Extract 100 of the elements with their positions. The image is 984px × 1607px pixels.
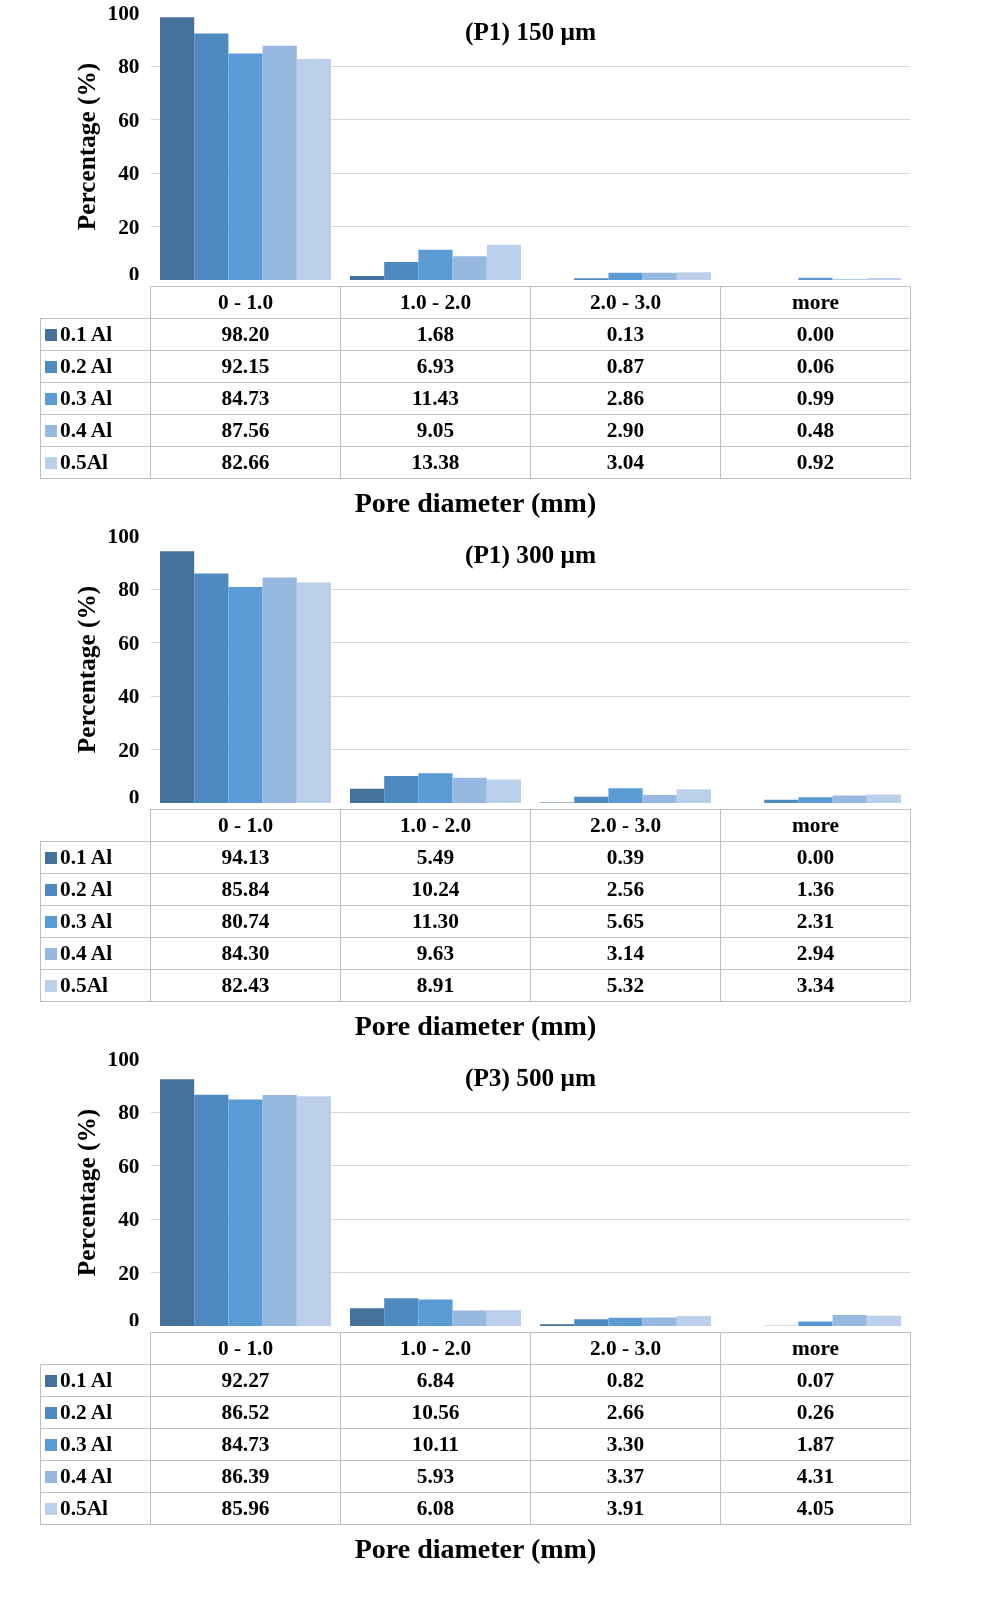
bar: [350, 276, 385, 280]
data-label: 5.65: [530, 905, 721, 938]
y-tick-label: 60: [118, 1153, 140, 1178]
data-label: 84.73: [150, 382, 341, 415]
data-label: 87.56: [150, 414, 341, 447]
legend-label: 0.2 Al: [40, 873, 151, 906]
bar: [194, 573, 229, 803]
y-tick-label: 100: [107, 0, 140, 25]
data-label: 86.52: [150, 1396, 341, 1429]
data-label: 4.31: [720, 1460, 911, 1493]
data-label: 5.32: [530, 969, 721, 1002]
y-axis-title: Percentage (%): [71, 62, 101, 231]
x-tick-label: 2.0 - 3.0: [530, 286, 721, 319]
data-label: 3.30: [530, 1428, 721, 1461]
bar: [418, 249, 453, 280]
bar: [486, 244, 521, 280]
bar: [866, 1315, 901, 1326]
data-label: 0.26: [720, 1396, 911, 1429]
bar: [160, 17, 195, 280]
bar: [350, 1308, 385, 1326]
legend-label: 0.3 Al: [40, 905, 151, 938]
bar: [486, 779, 521, 803]
data-label: 2.94: [720, 937, 911, 970]
bar: [832, 795, 867, 803]
legend-label: 0.1 Al: [40, 1364, 151, 1397]
data-label: 82.66: [150, 446, 341, 479]
data-label: 6.93: [340, 350, 531, 383]
data-label: 92.15: [150, 350, 341, 383]
x-tick-label: 0 - 1.0: [150, 286, 341, 319]
bar: [642, 1317, 677, 1326]
x-tick-label: 0 - 1.0: [150, 1332, 341, 1365]
bar: [296, 1096, 331, 1326]
bar: [296, 582, 331, 803]
legend-label: 0.1 Al: [40, 318, 151, 351]
y-tick-label: 100: [107, 1046, 140, 1071]
bar: [160, 1079, 195, 1326]
data-label: 86.39: [150, 1460, 341, 1493]
bar: [608, 788, 643, 803]
bar: [418, 1299, 453, 1326]
data-label: 0.82: [530, 1364, 721, 1397]
data-label: 3.34: [720, 969, 911, 1002]
data-label: 4.05: [720, 1492, 911, 1525]
data-label: 6.08: [340, 1492, 531, 1525]
data-label: 85.96: [150, 1492, 341, 1525]
bar: [418, 773, 453, 803]
bar: [798, 277, 833, 280]
data-label: 13.38: [340, 446, 531, 479]
bar: [642, 272, 677, 280]
data-label: 8.91: [340, 969, 531, 1002]
bar: [228, 587, 263, 803]
data-label: 9.05: [340, 414, 531, 447]
bar: [676, 789, 711, 803]
data-label: 3.91: [530, 1492, 721, 1525]
data-label: 11.30: [340, 905, 531, 938]
bar: [384, 261, 419, 280]
legend-label: 0.2 Al: [40, 350, 151, 383]
data-label: 3.37: [530, 1460, 721, 1493]
x-tick-label: more: [720, 1332, 911, 1365]
data-label: 11.43: [340, 382, 531, 415]
legend-label: 0.5Al: [40, 446, 151, 479]
x-tick-label: 0 - 1.0: [150, 809, 341, 842]
data-label: 2.86: [530, 382, 721, 415]
data-label: 84.30: [150, 937, 341, 970]
legend-label: 0.4 Al: [40, 414, 151, 447]
bar: [384, 776, 419, 803]
data-label: 0.99: [720, 382, 911, 415]
y-tick-label: 20: [118, 1260, 140, 1285]
data-label: 1.36: [720, 873, 911, 906]
bar: [798, 797, 833, 803]
data-label: 0.00: [720, 318, 911, 351]
y-tick-label: 0: [128, 784, 140, 809]
chart-title: (P3) 500 μm: [464, 1062, 597, 1092]
bar: [642, 795, 677, 803]
bar: [608, 272, 643, 280]
data-label: 10.11: [340, 1428, 531, 1461]
data-label: 80.74: [150, 905, 341, 938]
data-label: 0.13: [530, 318, 721, 351]
chart-title: (P1) 300 μm: [464, 539, 597, 569]
legend-label: 0.3 Al: [40, 382, 151, 415]
bar: [764, 799, 799, 803]
data-label: 5.93: [340, 1460, 531, 1493]
bar: [262, 577, 297, 803]
bar: [676, 1316, 711, 1326]
bar: [798, 1321, 833, 1326]
data-label: 92.27: [150, 1364, 341, 1397]
data-label: 84.73: [150, 1428, 341, 1461]
bar: [574, 1319, 609, 1326]
data-label: 5.49: [340, 841, 531, 874]
bar: [574, 796, 609, 803]
data-label: 0.87: [530, 350, 721, 383]
bar: [452, 777, 487, 803]
data-label: 6.84: [340, 1364, 531, 1397]
y-tick-label: 60: [118, 630, 140, 655]
bar: [160, 551, 195, 803]
y-tick-label: 40: [118, 161, 140, 186]
bar: [262, 1094, 297, 1326]
data-label: 2.90: [530, 414, 721, 447]
data-label: 9.63: [340, 937, 531, 970]
bar: [832, 1314, 867, 1326]
data-label: 3.14: [530, 937, 721, 970]
